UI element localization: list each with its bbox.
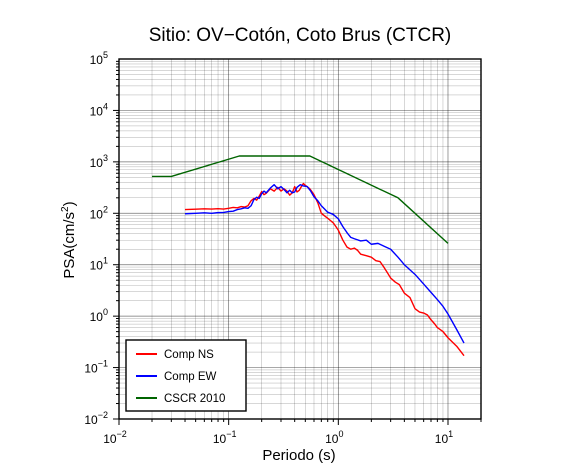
y-tick-label: 10−2 [84, 410, 108, 427]
chart-title: Sitio: OV−Cotón, Coto Brus (CTCR) [149, 25, 452, 46]
legend-label-ew: Comp EW [164, 371, 217, 383]
y-tick-label: 10−1 [84, 359, 108, 376]
x-tick-label-base: 10 [213, 432, 227, 446]
y-tick-label: 100 [90, 307, 108, 324]
x-tick-label: 10−1 [213, 429, 237, 446]
x-tick-label: 101 [435, 429, 453, 446]
y-tick-label: 102 [90, 204, 108, 221]
x-axis-label: Periodo (s) [262, 447, 335, 464]
x-tick-label-exp: −1 [226, 429, 236, 439]
y-tick-label-exp: −2 [98, 410, 108, 420]
y-tick-label-base: 10 [90, 207, 104, 221]
y-tick-label: 105 [90, 50, 108, 67]
y-tick-label-exp: 3 [103, 153, 108, 163]
x-tick-label: 10−2 [103, 429, 127, 446]
y-tick-label-base: 10 [90, 53, 104, 67]
axis-ticks [113, 60, 482, 425]
y-tick-label-exp: 2 [103, 204, 108, 214]
y-tick-label-base: 10 [84, 362, 98, 376]
y-tick-label-base: 10 [90, 104, 104, 118]
series-lines [152, 155, 465, 357]
x-tick-label-exp: −2 [117, 429, 127, 439]
y-axis-label-exp: 2 [60, 206, 71, 212]
y-tick-label-base: 10 [90, 156, 104, 170]
y-axis-label-base: PSA(cm/s [61, 212, 78, 279]
y-tick-label: 101 [90, 256, 108, 273]
x-tick-label-exp: 1 [448, 429, 453, 439]
y-tick-label: 103 [90, 153, 108, 170]
y-axis-label-close: ) [61, 201, 78, 206]
y-tick-label-base: 10 [90, 259, 104, 273]
y-tick-label: 104 [90, 101, 108, 118]
x-tick-label-base: 10 [325, 432, 339, 446]
legend: Comp NS Comp EW CSCR 2010 [125, 339, 247, 412]
y-tick-label-exp: 0 [103, 307, 108, 317]
x-tick-label-exp: 0 [338, 429, 343, 439]
series-line-comp-ns [184, 182, 465, 357]
y-tick-label-exp: 5 [103, 50, 108, 60]
series-line-comp-ew [184, 183, 465, 344]
grid [118, 59, 482, 420]
x-tick-label-base: 10 [103, 432, 117, 446]
legend-label-cscr: CSCR 2010 [164, 393, 225, 405]
x-tick-labels: 10−2 10−1 100 101 [103, 429, 453, 446]
y-tick-label-exp: 1 [103, 256, 108, 266]
plot-frame [118, 58, 482, 420]
y-tick-label-base: 10 [90, 310, 104, 324]
y-tick-label-exp: 4 [103, 101, 108, 111]
y-tick-label-exp: −1 [98, 359, 108, 369]
legend-label-ns: Comp NS [164, 349, 214, 361]
y-axis-label: PSA(cm/s2) [60, 201, 78, 278]
x-tick-label: 100 [325, 429, 343, 446]
series-line-cscr-2010 [152, 155, 449, 244]
x-tick-label-base: 10 [435, 432, 449, 446]
y-tick-label-base: 10 [84, 413, 98, 427]
